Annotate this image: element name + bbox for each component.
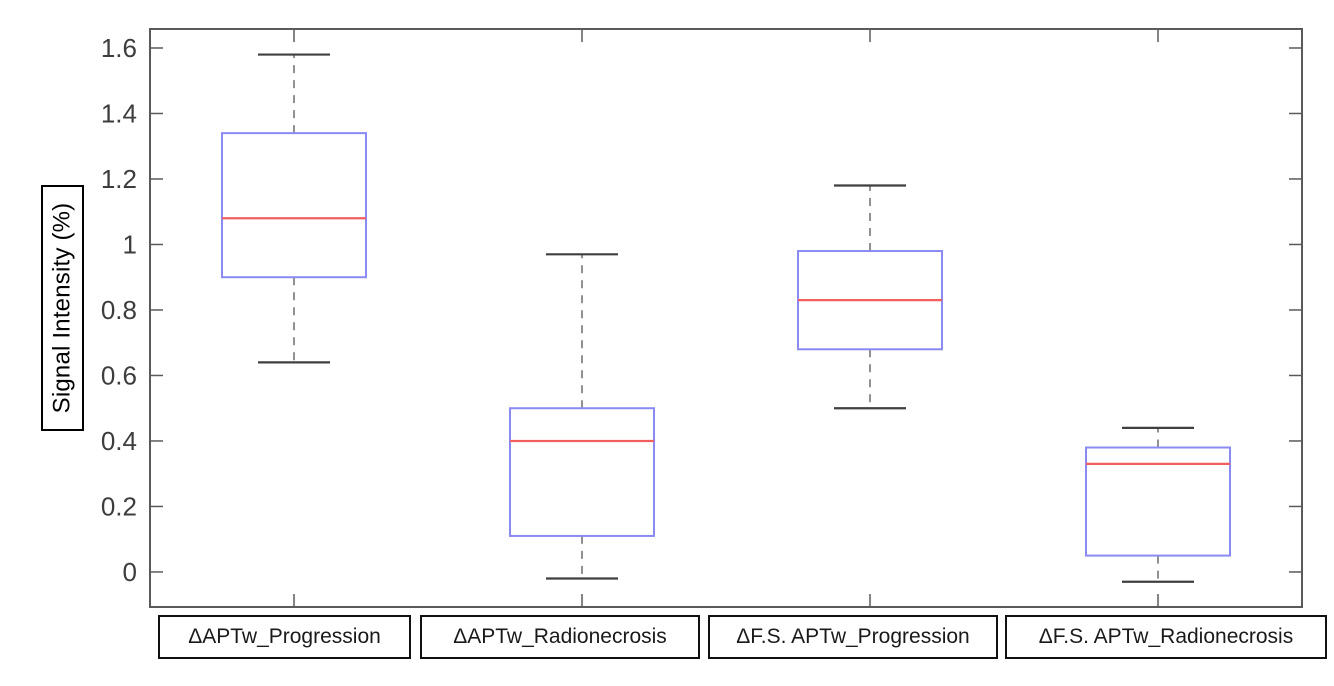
category-label-fs-aptw-progression: ΔF.S. APTw_Progression — [708, 615, 998, 659]
category-label-aptw-progression: ΔAPTw_Progression — [158, 615, 411, 659]
iqr-box — [221, 132, 367, 279]
category-label-fs-aptw-radionecrosis: ΔF.S. APTw_Radionecrosis — [1005, 615, 1327, 659]
y-tick-label: 0.4 — [101, 426, 137, 456]
y-tick-label: 1.6 — [101, 33, 137, 63]
y-tick-label: 0.2 — [101, 491, 137, 521]
iqr-box — [1085, 446, 1231, 557]
plot-border — [149, 28, 1303, 608]
y-tick-label: 0 — [123, 557, 137, 587]
y-tick-label: 1.4 — [101, 98, 137, 128]
category-label-aptw-radionecrosis: ΔAPTw_Radionecrosis — [420, 615, 700, 659]
y-tick-label: 1.2 — [101, 164, 137, 194]
y-axis-title-box: Signal Intensity (%) — [41, 185, 84, 431]
y-tick-label: 1 — [123, 229, 137, 259]
y-axis-title: Signal Intensity (%) — [48, 202, 76, 414]
y-tick-label: 0.8 — [101, 295, 137, 325]
y-tick-label: 0.6 — [101, 360, 137, 390]
iqr-box — [509, 407, 655, 537]
